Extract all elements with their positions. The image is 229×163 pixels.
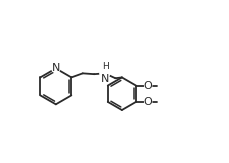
Circle shape — [52, 64, 60, 73]
Circle shape — [100, 68, 110, 78]
Text: H: H — [102, 62, 109, 71]
Circle shape — [145, 82, 152, 89]
Text: O: O — [144, 97, 153, 107]
Text: N: N — [101, 74, 109, 84]
Circle shape — [145, 98, 152, 105]
Text: N: N — [52, 63, 60, 74]
Text: O: O — [144, 81, 153, 91]
